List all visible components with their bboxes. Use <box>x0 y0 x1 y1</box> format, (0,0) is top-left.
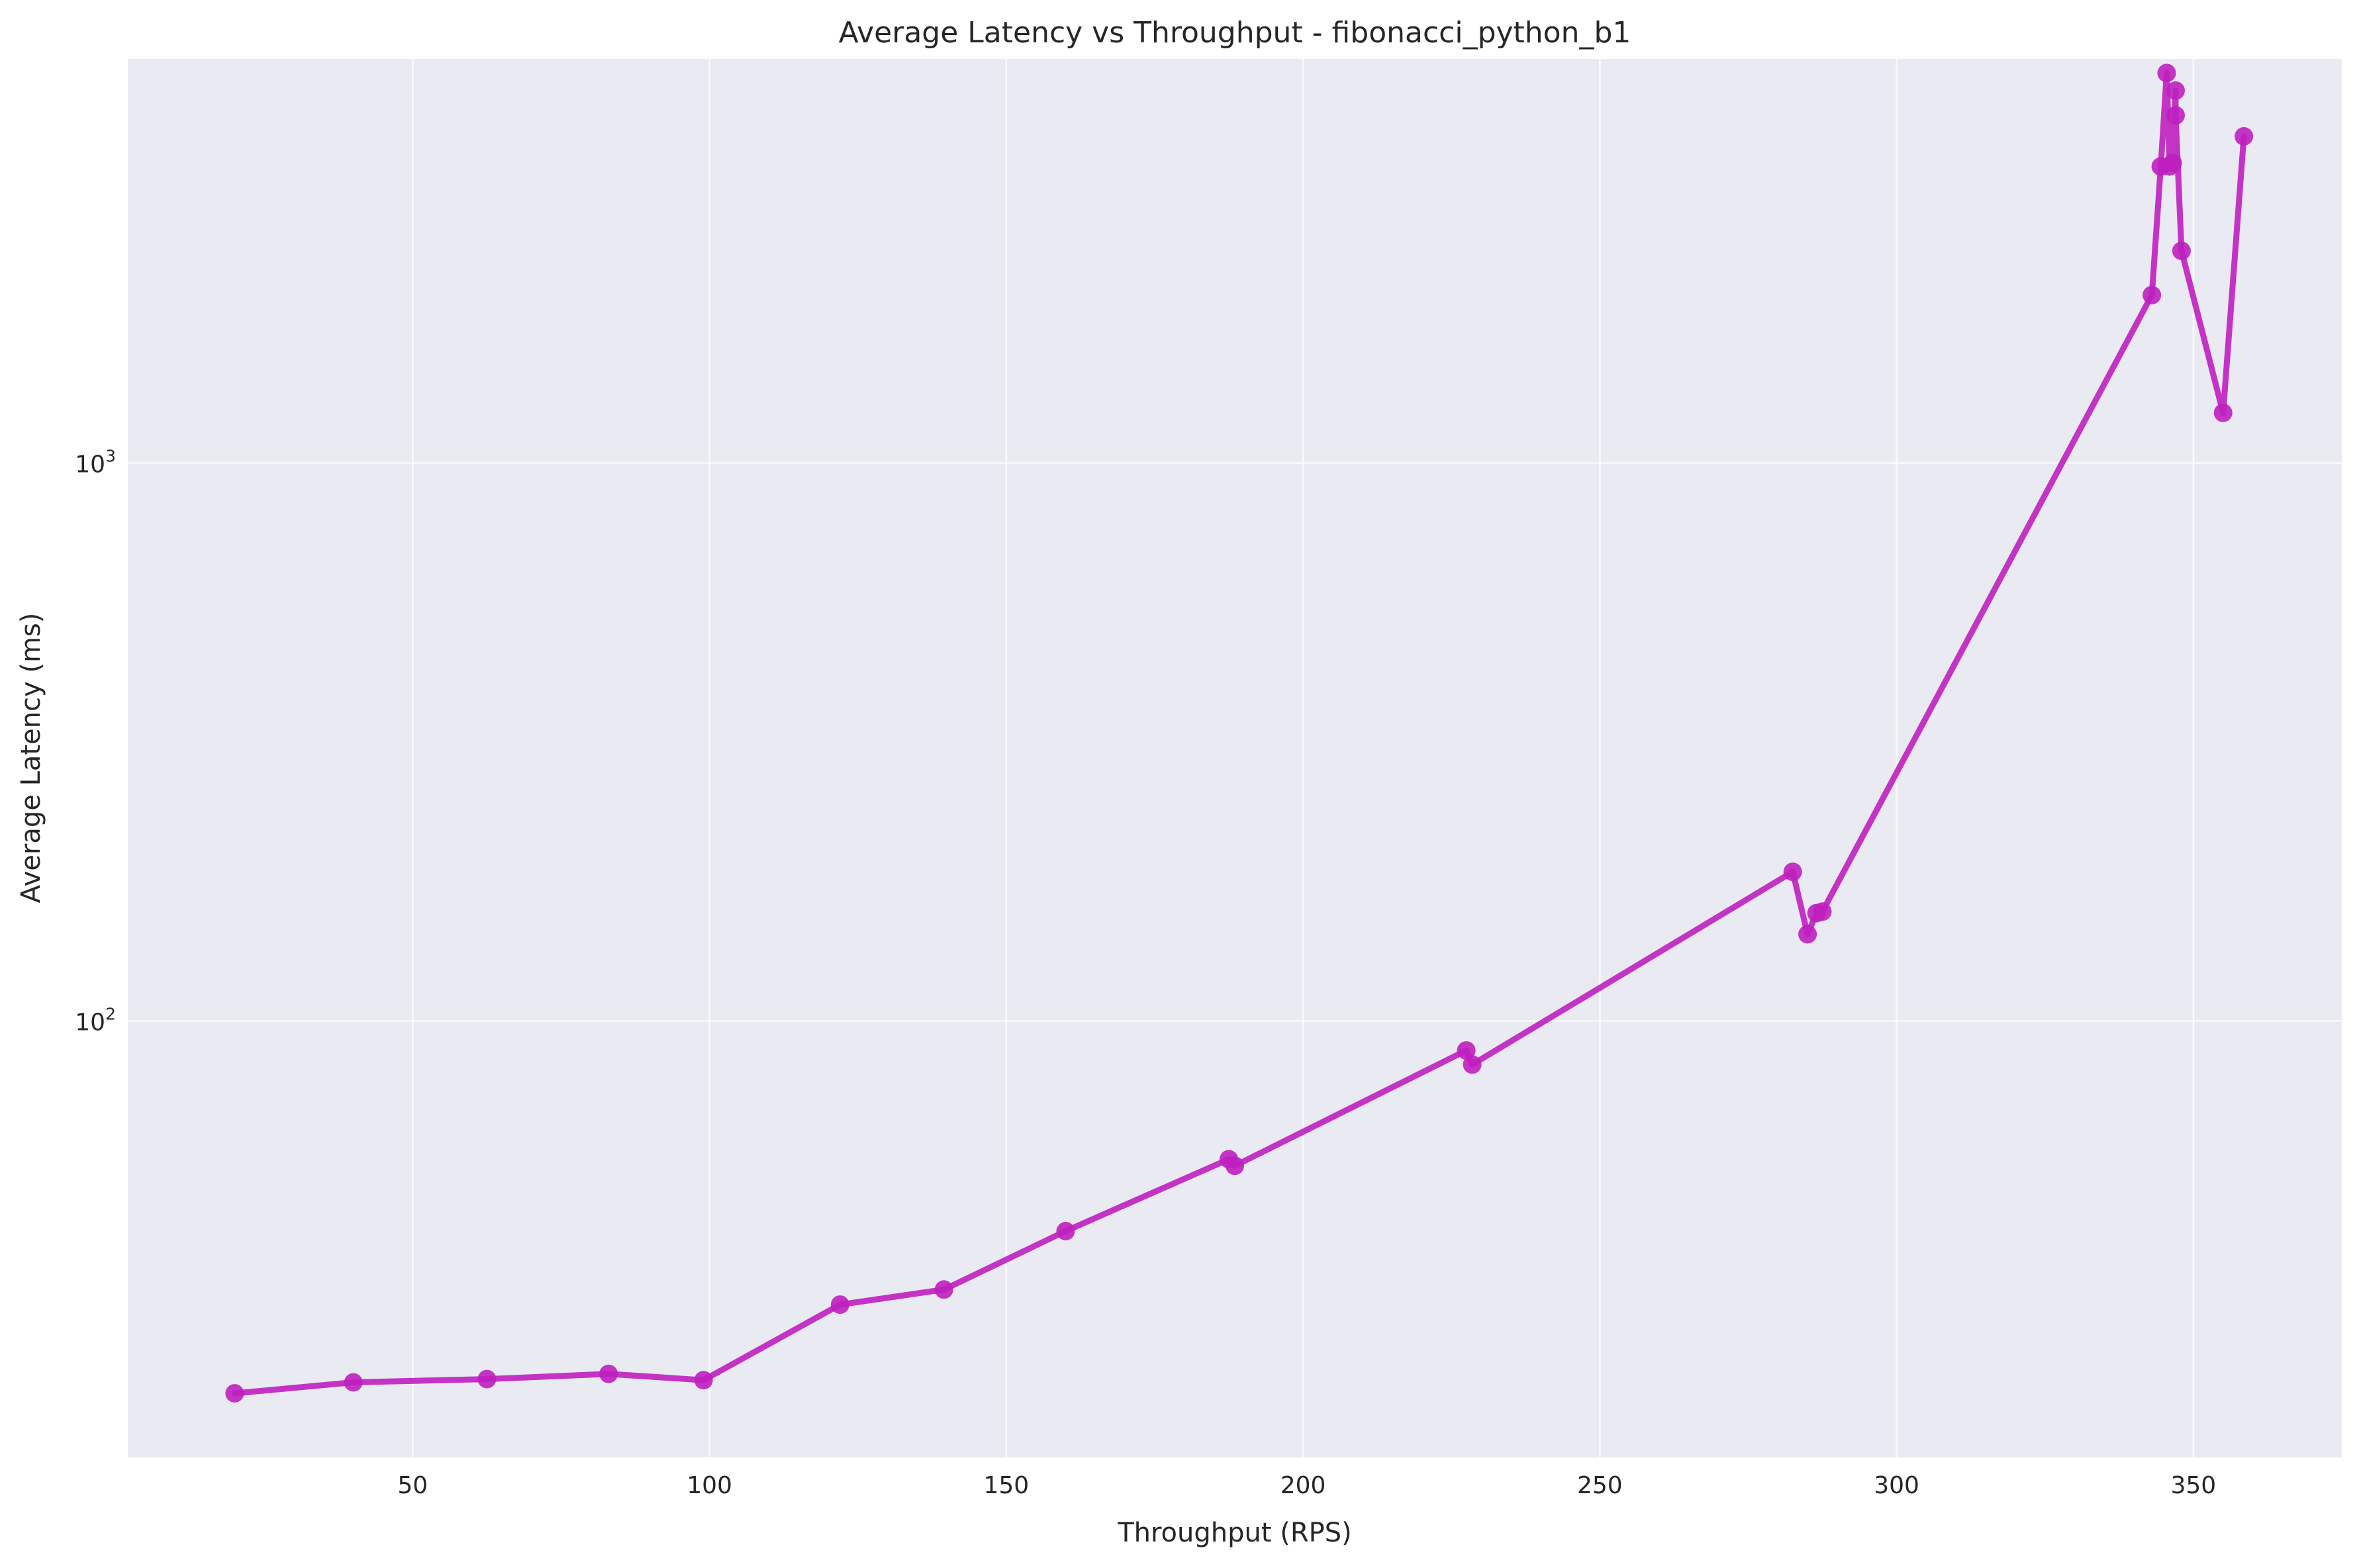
data-point <box>2166 106 2185 125</box>
chart-title: Average Latency vs Throughput - fibonacc… <box>839 16 1631 50</box>
data-point <box>1056 1222 1075 1240</box>
data-point <box>1813 902 1832 921</box>
data-point <box>2143 285 2162 304</box>
y-tick-base: 10 <box>75 451 105 478</box>
y-axis-label: Average Latency (ms) <box>16 613 46 903</box>
data-point <box>1783 862 1802 882</box>
data-point <box>2166 81 2185 100</box>
data-point <box>2235 127 2254 146</box>
y-tick-base: 10 <box>75 1009 105 1036</box>
y-tick-label: 102 <box>75 1004 116 1036</box>
x-axis-label: Throughput (RPS) <box>1117 1518 1352 1548</box>
x-tick-label: 200 <box>1280 1472 1326 1499</box>
series-layer <box>225 64 2254 1403</box>
data-point <box>1226 1156 1244 1176</box>
data-point <box>2172 242 2191 260</box>
x-tick-label: 100 <box>687 1472 732 1499</box>
y-tick-exponent: 3 <box>105 446 116 465</box>
series-line <box>231 69 2247 1397</box>
data-point <box>1798 925 1817 944</box>
data-point <box>1463 1055 1482 1074</box>
data-point <box>694 1371 713 1390</box>
data-point <box>2213 403 2233 422</box>
data-point <box>830 1295 849 1314</box>
x-tick-label: 50 <box>397 1472 428 1499</box>
x-tick-label: 250 <box>1577 1472 1623 1499</box>
x-tick-label: 150 <box>983 1472 1029 1499</box>
data-point <box>477 1369 497 1389</box>
data-point <box>344 1373 363 1392</box>
data-point <box>225 1384 244 1403</box>
y-tick-label: 103 <box>75 446 116 478</box>
data-point <box>1457 1041 1476 1060</box>
plot-background <box>128 59 2342 1457</box>
y-tick-exponent: 2 <box>105 1004 116 1023</box>
data-point <box>2163 154 2182 173</box>
data-point <box>934 1280 953 1299</box>
data-point <box>2157 64 2176 83</box>
x-tick-label: 350 <box>2171 1472 2217 1499</box>
data-point <box>599 1364 618 1383</box>
x-tick-label: 300 <box>1874 1472 1919 1499</box>
